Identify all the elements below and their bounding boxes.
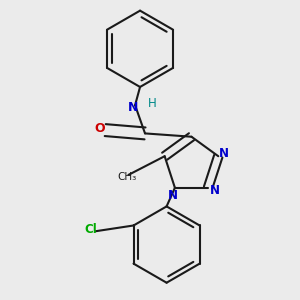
Text: N: N bbox=[219, 147, 229, 160]
Text: N: N bbox=[168, 188, 178, 202]
Text: N: N bbox=[128, 101, 139, 114]
Text: O: O bbox=[94, 122, 104, 135]
Text: N: N bbox=[210, 184, 220, 197]
Text: CH₃: CH₃ bbox=[117, 172, 136, 182]
Text: Cl: Cl bbox=[84, 223, 97, 236]
Text: H: H bbox=[148, 97, 157, 110]
